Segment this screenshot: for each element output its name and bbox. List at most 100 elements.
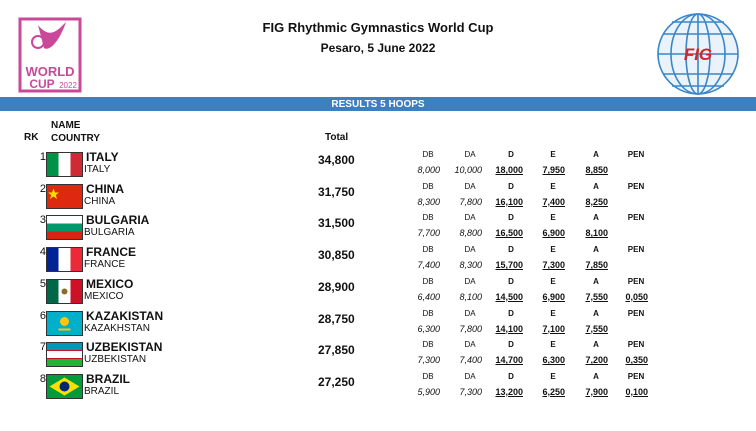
score-header: A (593, 181, 599, 191)
score: 5,900 (417, 386, 440, 397)
team-name: MEXICO (86, 276, 134, 291)
left-logo-hoop (31, 35, 45, 49)
score: 14,700 (495, 355, 523, 366)
score: 8,300 (417, 196, 440, 207)
score-header: D (508, 213, 514, 223)
score-header: PEN (627, 276, 645, 286)
rank: 6 (39, 309, 46, 322)
score-header: DA (464, 340, 476, 350)
score-header: DA (464, 150, 476, 159)
score: 6,400 (417, 291, 440, 302)
rank: 2 (39, 182, 46, 195)
team-name: UZBEKISTAN (86, 340, 163, 355)
flag (46, 342, 83, 368)
score: 13,200 (495, 386, 523, 397)
flag (46, 247, 83, 273)
col-header: NAME (51, 120, 81, 131)
score-header: PEN (627, 181, 645, 191)
score-header: DA (464, 308, 476, 318)
score: 8,000 (417, 165, 440, 175)
score-header: A (593, 276, 599, 286)
country: BRAZIL (84, 385, 120, 397)
total: 31,500 (318, 216, 355, 231)
score: 10,000 (454, 165, 482, 175)
score: 7,900 (585, 386, 608, 397)
score-header: E (550, 245, 556, 255)
flag (46, 278, 83, 304)
rank: 5 (39, 277, 46, 290)
score-header: D (508, 150, 514, 159)
score-header: E (550, 150, 556, 159)
score-header: DB (422, 245, 434, 255)
score-header: D (508, 276, 514, 286)
score: 7,850 (585, 260, 608, 271)
score-header: A (593, 308, 599, 318)
score: 16,500 (495, 228, 523, 239)
score-header: D (508, 308, 514, 318)
score-header: PEN (627, 340, 645, 350)
team-name: FRANCE (86, 245, 136, 260)
score: 7,550 (585, 323, 608, 334)
left-logo-frame (18, 17, 82, 93)
team-name: ITALY (86, 150, 119, 164)
flag (46, 215, 83, 241)
score-header: DB (422, 213, 434, 223)
total: 27,850 (318, 343, 355, 358)
score: 6,300 (542, 355, 565, 366)
score-header: DB (422, 371, 434, 381)
banner (0, 97, 756, 111)
country: ITALY (84, 164, 111, 175)
score: 7,550 (585, 291, 608, 302)
score: 8,300 (459, 260, 482, 271)
score: 18,000 (495, 165, 523, 175)
score: 0,100 (625, 386, 648, 397)
score: 7,200 (585, 355, 608, 366)
score: 6,900 (542, 228, 565, 239)
score-header: D (508, 371, 514, 381)
score-header: DB (422, 276, 434, 286)
score-header: PEN (627, 245, 645, 255)
left-logo-text: WORLD (25, 64, 74, 79)
score: 8,250 (585, 196, 608, 207)
score: 8,850 (585, 165, 608, 175)
col-header: RK (24, 132, 39, 143)
rank: 3 (39, 214, 46, 227)
score-header: E (550, 213, 556, 223)
score-header: D (508, 181, 514, 191)
country: FRANCE (84, 259, 126, 271)
score-header: A (593, 371, 599, 381)
score: 7,950 (542, 165, 565, 175)
score: 7,800 (459, 196, 482, 207)
score-header: DB (422, 308, 434, 318)
score: 7,400 (417, 260, 440, 271)
score: 15,700 (495, 260, 523, 271)
col-header: Total (325, 132, 349, 143)
score-header: PEN (627, 150, 645, 159)
total: 31,750 (318, 184, 355, 199)
score-header: DA (464, 245, 476, 255)
score-header: A (593, 340, 599, 350)
right-logo-text: FIG (684, 45, 712, 64)
score: 7,800 (459, 323, 482, 334)
team-name: BULGARIA (86, 213, 150, 228)
score: 7,400 (542, 196, 565, 207)
subtitle: Pesaro, 5 June 2022 (320, 41, 436, 55)
score: 7,400 (459, 355, 482, 366)
score-header: E (550, 181, 556, 191)
score: 8,800 (459, 228, 482, 239)
score: 6,250 (542, 386, 565, 397)
total: 28,750 (318, 311, 355, 326)
score-header: DB (422, 340, 434, 350)
title: FIG Rhythmic Gymnastics World Cup (262, 20, 494, 35)
score-header: DA (464, 371, 476, 381)
score-header: A (593, 213, 599, 223)
rank: 7 (39, 341, 46, 354)
score: 8,100 (585, 228, 608, 239)
score-header: E (550, 340, 556, 350)
score: 7,300 (459, 386, 482, 397)
score-header: DA (464, 276, 476, 286)
score: 6,900 (542, 291, 565, 302)
country: BULGARIA (84, 227, 135, 239)
